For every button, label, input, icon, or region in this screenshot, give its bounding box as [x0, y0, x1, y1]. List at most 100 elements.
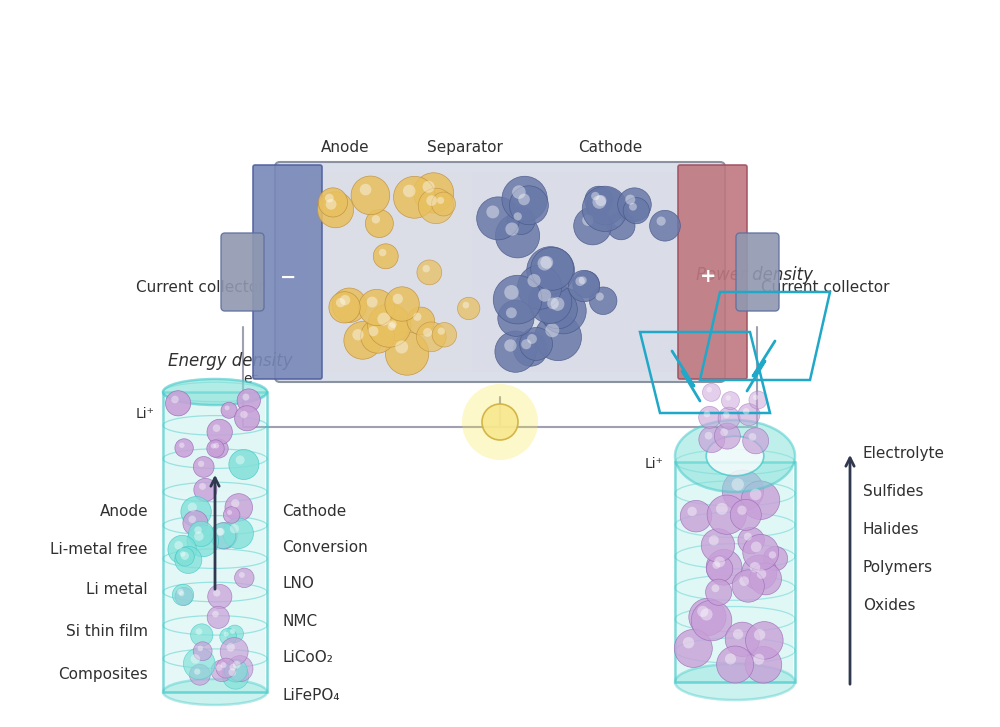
Circle shape: [706, 579, 732, 606]
Circle shape: [551, 297, 564, 311]
Circle shape: [171, 395, 179, 403]
Circle shape: [175, 439, 193, 457]
Bar: [165, 625, 265, 659]
Text: Current collector: Current collector: [136, 279, 264, 294]
Circle shape: [704, 411, 710, 417]
Circle shape: [197, 646, 203, 651]
Text: Cathode: Cathode: [578, 140, 642, 155]
FancyBboxPatch shape: [275, 162, 725, 382]
Circle shape: [711, 585, 719, 593]
Text: NMC: NMC: [282, 614, 317, 629]
Bar: [677, 556, 793, 587]
Circle shape: [725, 654, 736, 664]
Circle shape: [423, 328, 432, 337]
Circle shape: [329, 292, 360, 323]
Circle shape: [512, 185, 526, 199]
Circle shape: [227, 510, 232, 515]
Circle shape: [220, 628, 237, 645]
Circle shape: [493, 276, 542, 324]
Circle shape: [732, 570, 764, 602]
Circle shape: [394, 177, 435, 218]
Circle shape: [212, 611, 219, 617]
Bar: [305, 172, 472, 372]
Circle shape: [225, 494, 253, 521]
Circle shape: [504, 340, 517, 352]
Circle shape: [730, 499, 761, 531]
Circle shape: [595, 195, 607, 206]
Circle shape: [180, 551, 185, 557]
Circle shape: [193, 457, 214, 478]
Circle shape: [538, 290, 577, 329]
Circle shape: [209, 439, 228, 458]
Bar: [165, 459, 265, 492]
Circle shape: [596, 292, 604, 301]
Circle shape: [183, 510, 208, 536]
Text: Si thin film: Si thin film: [66, 624, 148, 640]
Circle shape: [230, 629, 235, 634]
Circle shape: [213, 590, 220, 597]
Circle shape: [712, 561, 720, 569]
Circle shape: [623, 198, 649, 224]
Ellipse shape: [675, 664, 795, 700]
Circle shape: [538, 289, 551, 302]
Text: Anode: Anode: [99, 505, 148, 520]
Circle shape: [744, 533, 752, 541]
Circle shape: [486, 206, 499, 218]
Circle shape: [745, 646, 782, 683]
Circle shape: [629, 203, 637, 211]
Circle shape: [618, 188, 651, 222]
Circle shape: [240, 411, 248, 418]
Circle shape: [228, 668, 236, 676]
Text: Li⁺: Li⁺: [136, 407, 155, 421]
Circle shape: [739, 577, 749, 586]
Circle shape: [505, 222, 519, 236]
Circle shape: [239, 572, 245, 578]
Circle shape: [359, 289, 395, 326]
Circle shape: [763, 547, 788, 571]
Circle shape: [361, 319, 395, 353]
Bar: [677, 651, 793, 682]
Circle shape: [691, 601, 732, 640]
Ellipse shape: [706, 436, 764, 475]
Circle shape: [750, 489, 761, 500]
Circle shape: [383, 316, 409, 341]
Text: Electrolyte: Electrolyte: [863, 446, 945, 462]
Circle shape: [368, 326, 378, 337]
Circle shape: [221, 402, 237, 418]
Circle shape: [211, 443, 216, 449]
Circle shape: [220, 638, 248, 665]
Bar: [165, 492, 265, 526]
Circle shape: [189, 515, 196, 523]
Text: LiCoO₂: LiCoO₂: [282, 651, 333, 665]
Circle shape: [352, 329, 364, 340]
Circle shape: [177, 589, 184, 595]
Circle shape: [743, 534, 779, 571]
Circle shape: [194, 669, 200, 675]
Circle shape: [753, 654, 764, 664]
Circle shape: [573, 271, 599, 297]
Circle shape: [221, 662, 227, 668]
Circle shape: [547, 297, 559, 309]
Circle shape: [223, 518, 253, 549]
Text: Li-metal free: Li-metal free: [50, 542, 148, 558]
Circle shape: [650, 210, 680, 241]
Text: LiFePO₄: LiFePO₄: [282, 688, 340, 702]
Bar: [165, 526, 265, 558]
Circle shape: [344, 321, 382, 359]
Circle shape: [733, 629, 743, 639]
Circle shape: [373, 244, 398, 269]
Circle shape: [607, 212, 635, 240]
Circle shape: [574, 207, 612, 245]
Circle shape: [717, 646, 754, 683]
Circle shape: [377, 313, 390, 326]
Circle shape: [722, 470, 764, 511]
Circle shape: [699, 406, 721, 428]
Bar: [677, 587, 793, 619]
Circle shape: [707, 495, 746, 534]
Circle shape: [211, 660, 233, 682]
Circle shape: [422, 265, 430, 273]
Circle shape: [235, 568, 254, 587]
Circle shape: [657, 217, 666, 225]
Circle shape: [416, 322, 446, 352]
Circle shape: [360, 184, 371, 196]
